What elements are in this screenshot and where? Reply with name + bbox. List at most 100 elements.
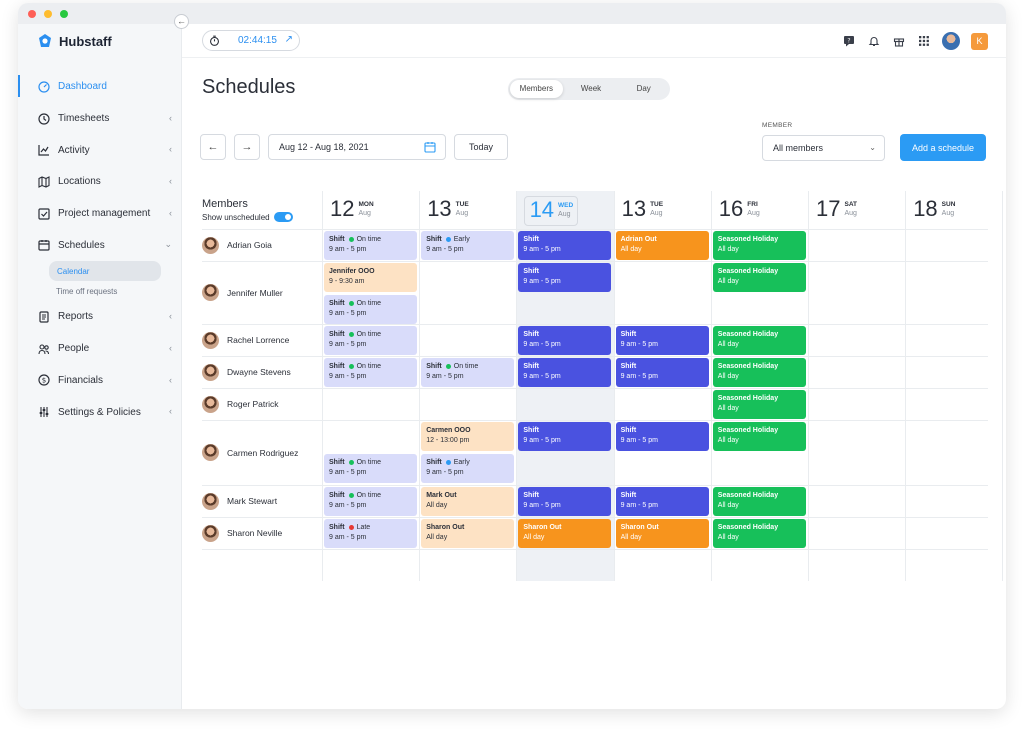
user-avatar[interactable] [942, 32, 960, 50]
schedule-card-shift[interactable]: Shift On time 9 am - 5 pm [324, 230, 417, 260]
schedule-card-shift[interactable]: Shift 9 am - 5 pm [518, 325, 612, 355]
add-schedule-button[interactable]: Add a schedule [900, 134, 986, 161]
card-subtitle: 9 am - 5 pm [426, 245, 464, 253]
help-chat-icon[interactable]: ? [842, 34, 856, 48]
schedule-card-sharon-out[interactable]: Sharon Out All day [615, 518, 709, 548]
schedule-card-shift[interactable]: Shift On time 9 am - 5 pm [421, 357, 515, 387]
grid-row-divider [202, 549, 988, 550]
chevron-left-icon: ‹ [169, 176, 172, 187]
day-column-header[interactable]: 17 SAT Aug [816, 196, 857, 226]
schedule-card-seasoned-holiday[interactable]: Seasoned Holiday All day [712, 357, 806, 387]
sidebar-item-locations[interactable]: Locations ‹ [18, 166, 182, 198]
member-row-label[interactable]: Roger Patrick [202, 394, 279, 414]
day-column-header[interactable]: 13 TUE Aug [622, 196, 663, 226]
member-filter-value: All members [773, 143, 824, 153]
show-unscheduled-toggle[interactable] [273, 212, 293, 222]
schedule-card-jennifer-ooo[interactable]: Jennifer OOO 9 - 9:30 am [324, 262, 417, 292]
schedule-card-shift[interactable]: Shift On time 9 am - 5 pm [324, 325, 417, 355]
grid-row-divider [202, 388, 988, 389]
day-column-header[interactable]: 13 TUE Aug [427, 196, 468, 226]
member-filter-select[interactable]: All members ⌄ [762, 135, 885, 161]
schedule-card-seasoned-holiday[interactable]: Seasoned Holiday All day [712, 518, 806, 548]
schedule-card-shift[interactable]: Shift 9 am - 5 pm [615, 486, 709, 516]
schedule-card-sharon-out[interactable]: Sharon Out All day [518, 518, 612, 548]
tab-members[interactable]: Members [510, 80, 563, 98]
collapse-sidebar-button[interactable]: ← [174, 14, 189, 29]
schedule-card-shift[interactable]: Shift 9 am - 5 pm [518, 262, 612, 292]
schedule-card-seasoned-holiday[interactable]: Seasoned Holiday All day [712, 325, 806, 355]
schedule-card-shift[interactable]: Shift 9 am - 5 pm [615, 357, 709, 387]
brand-logo[interactable]: Hubstaff [37, 33, 112, 49]
schedule-card-adrian-out[interactable]: Adrian Out All day [615, 230, 709, 260]
member-row-label[interactable]: Sharon Neville [202, 523, 282, 543]
previous-week-button[interactable]: ← [200, 134, 226, 160]
sidebar-item-people[interactable]: People ‹ [18, 333, 182, 365]
schedule-card-shift[interactable]: Shift 9 am - 5 pm [518, 486, 612, 516]
member-row-label[interactable]: Mark Stewart [202, 491, 277, 511]
sidebar-item-dashboard[interactable]: Dashboard [18, 71, 182, 103]
sidebar-subitem-time-off-requests[interactable]: Time off requests [56, 286, 118, 296]
close-window-dot[interactable] [28, 9, 36, 18]
card-subtitle: All day [717, 533, 739, 541]
today-button[interactable]: Today [454, 134, 508, 160]
dollar-icon: $ [38, 374, 50, 386]
schedule-card-seasoned-holiday[interactable]: Seasoned Holiday All day [712, 262, 806, 292]
next-week-button[interactable]: → [234, 134, 260, 160]
organization-badge[interactable]: K [971, 32, 988, 50]
sidebar-item-timesheets[interactable]: Timesheets ‹ [18, 103, 182, 135]
member-row-label[interactable]: Dwayne Stevens [202, 362, 291, 382]
gift-icon[interactable] [892, 34, 906, 48]
grid-row-divider [202, 229, 988, 230]
schedule-card-shift[interactable]: Shift On time 9 am - 5 pm [324, 486, 417, 516]
schedule-card-seasoned-holiday[interactable]: Seasoned Holiday All day [712, 389, 806, 419]
schedule-card-shift[interactable]: Shift 9 am - 5 pm [518, 357, 612, 387]
member-name: Adrian Goia [227, 240, 272, 250]
sidebar-item-schedules[interactable]: Schedules ⌄ [18, 229, 182, 261]
sidebar-item-financials[interactable]: $ Financials ‹ [18, 365, 182, 397]
member-row-label[interactable]: Carmen Rodriguez [202, 443, 298, 463]
shift-status: Early [445, 235, 470, 245]
sidebar-item-reports[interactable]: Reports ‹ [18, 301, 182, 333]
sidebar-item-project-management[interactable]: Project management ‹ [18, 198, 182, 230]
minimize-window-dot[interactable] [44, 9, 52, 18]
schedule-card-shift[interactable]: Shift 9 am - 5 pm [615, 325, 709, 355]
tab-day[interactable]: Day [636, 84, 651, 93]
member-row-label[interactable]: Rachel Lorrence [202, 330, 289, 350]
card-title: Mark Out [426, 491, 457, 499]
schedule-card-seasoned-holiday[interactable]: Seasoned Holiday All day [712, 421, 806, 451]
maximize-window-dot[interactable] [60, 9, 68, 18]
schedule-card-shift[interactable]: Shift On time 9 am - 5 pm [324, 357, 417, 387]
schedule-card-shift[interactable]: Shift 9 am - 5 pm [615, 421, 709, 451]
day-column-header[interactable]: 14 WED Aug [524, 196, 579, 226]
member-row-label[interactable]: Jennifer Muller [202, 283, 283, 303]
schedule-card-seasoned-holiday[interactable]: Seasoned Holiday All day [712, 230, 806, 260]
schedule-card-mark-out[interactable]: Mark Out All day [421, 486, 515, 516]
schedule-card-shift[interactable]: Shift Early 9 am - 5 pm [421, 453, 515, 483]
schedule-card-seasoned-holiday[interactable]: Seasoned Holiday All day [712, 486, 806, 516]
sidebar-subitem-calendar[interactable]: Calendar [49, 261, 161, 282]
day-label: TUE Aug [456, 200, 469, 218]
sidebar-item-activity[interactable]: Activity ‹ [18, 134, 182, 166]
card-title: Sharon Out [620, 523, 659, 531]
day-column-header[interactable]: 12 MON Aug [330, 196, 374, 226]
date-range-picker[interactable]: Aug 12 - Aug 18, 2021 [268, 134, 446, 160]
schedule-card-shift[interactable]: Shift On time 9 am - 5 pm [324, 294, 417, 324]
schedule-card-carmen-ooo[interactable]: Carmen OOO 12 - 13:00 pm [421, 421, 515, 451]
schedule-card-shift[interactable]: Shift On time 9 am - 5 pm [324, 453, 417, 483]
day-column-header[interactable]: 18 SUN Aug [913, 196, 955, 226]
sidebar-item-settings-and-policies[interactable]: Settings & Policies ‹ [18, 396, 182, 428]
schedule-card-shift[interactable]: Shift Early 9 am - 5 pm [421, 230, 515, 260]
notifications-bell-icon[interactable] [867, 34, 881, 48]
schedule-card-shift[interactable]: Shift 9 am - 5 pm [518, 421, 612, 451]
day-column-header[interactable]: 16 FRI Aug [719, 196, 760, 226]
open-timer-arrow-icon[interactable]: ↗ [284, 34, 293, 45]
sidebar: Hubstaff Dashboard Timesheets ‹ Activity ‹ Lo… [18, 24, 182, 709]
apps-grid-icon[interactable] [917, 34, 931, 48]
member-row-label[interactable]: Adrian Goia [202, 235, 272, 255]
schedule-card-sharon-out[interactable]: Sharon Out All day [421, 518, 515, 548]
tab-week[interactable]: Week [580, 84, 602, 93]
schedule-card-shift[interactable]: Shift 9 am - 5 pm [518, 230, 612, 260]
schedule-card-shift[interactable]: Shift Late 9 am - 5 pm [324, 518, 417, 548]
timer-widget[interactable]: 02:44:15 ↗ [202, 30, 300, 51]
card-title: Shift [620, 426, 637, 434]
